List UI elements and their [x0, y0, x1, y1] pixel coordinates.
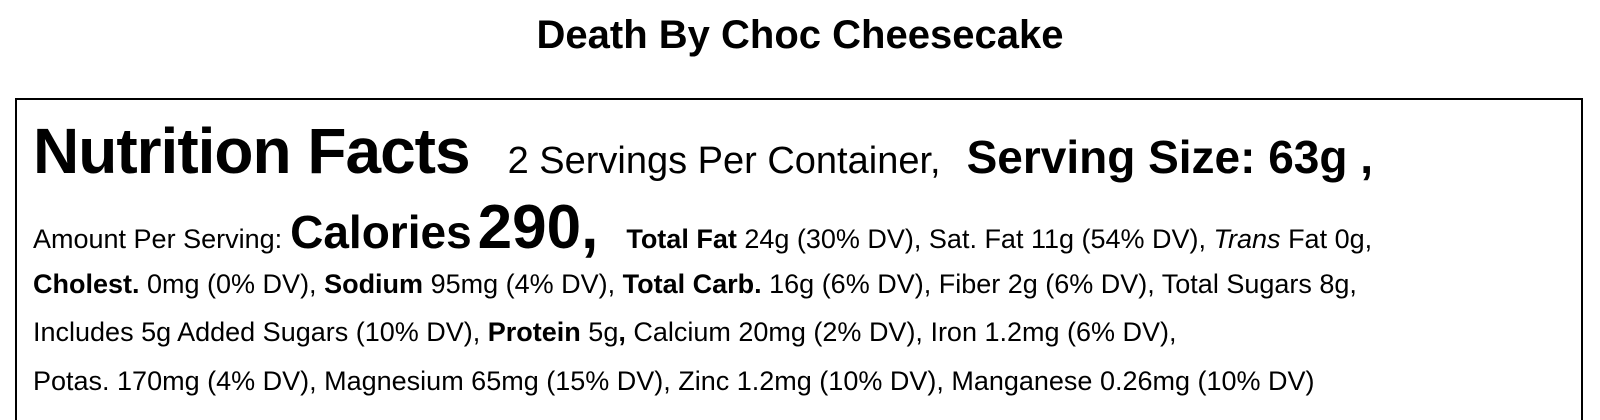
calories-line: Amount Per Serving: Calories290, Total Fat…: [33, 188, 1372, 279]
total-carb-label: Total Carb.: [622, 269, 762, 299]
serving-size: Serving Size: 63g ,: [966, 131, 1374, 183]
cholesterol-label: Cholest.: [33, 269, 140, 299]
calories-value: 290,: [477, 193, 599, 262]
cholesterol-value: 0mg (0% DV),: [139, 269, 325, 299]
total-carb-value: 16g (6% DV), Fiber 2g (6% DV), Total Sug…: [761, 269, 1357, 299]
nutrition-label: Nutrition Facts 2 Servings Per Container,…: [15, 98, 1583, 420]
added-sugars: Includes 5g Added Sugars (10% DV),: [33, 317, 488, 347]
protein-value: 5g: [580, 317, 619, 347]
nutrient-line-4: Potas. 170mg (4% DV), Magnesium 65mg (15…: [33, 361, 1315, 401]
nutrient-line-3: Includes 5g Added Sugars (10% DV), Prote…: [33, 312, 1177, 352]
minerals-line-4: Potas. 170mg (4% DV), Magnesium 65mg (15…: [33, 366, 1315, 396]
trans-fat-value: Fat 0g,: [1280, 224, 1373, 254]
sodium-value: 95mg (4% DV),: [423, 269, 623, 299]
total-fat-value: 24g (30% DV), Sat. Fat 11g (54% DV),: [736, 224, 1214, 254]
protein-label: Protein: [487, 317, 581, 347]
amount-per-serving-label: Amount Per Serving:: [33, 224, 283, 254]
servings-per-container: 2 Servings Per Container,: [507, 140, 941, 182]
minerals-line-3: Calcium 20mg (2% DV), Iron 1.2mg (6% DV)…: [625, 317, 1177, 347]
product-title: Death By Choc Cheesecake: [536, 13, 1064, 57]
trans-label: Trans: [1213, 224, 1281, 254]
total-fat-label: Total Fat: [626, 224, 737, 254]
calories-label: Calories: [290, 206, 472, 258]
sodium-label: Sodium: [324, 269, 424, 299]
nutrition-facts-heading: Nutrition Facts: [33, 115, 471, 187]
label-header: Nutrition Facts 2 Servings Per Container,…: [33, 116, 1373, 204]
protein-comma: ,: [618, 317, 626, 347]
nutrient-line-2: Cholest. 0mg (0% DV), Sodium 95mg (4% DV…: [33, 264, 1357, 304]
